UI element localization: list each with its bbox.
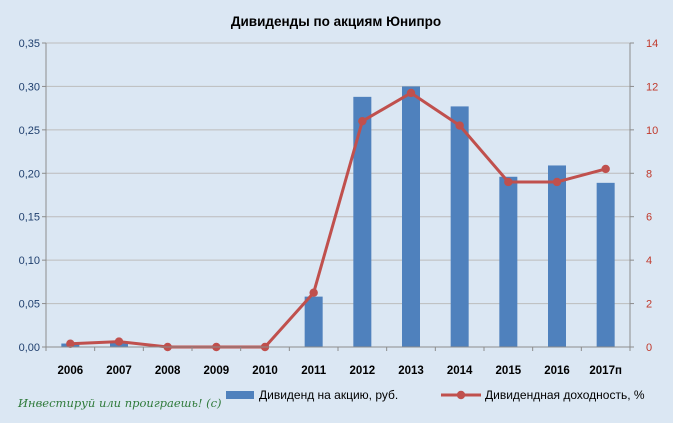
bar — [548, 165, 566, 347]
bar — [304, 296, 323, 347]
bar — [353, 96, 372, 347]
axes: 0,00 0,05 0,10 0,15 0,20 0,25 0,30 0,35 0 2 4 6 8 10 1… — [19, 38, 659, 377]
left-tick-label: 0,35 — [19, 38, 40, 50]
right-tick-label: 6 — [646, 212, 652, 224]
bar — [450, 106, 469, 347]
right-tick-label: 2 — [646, 299, 652, 311]
left-tick-label: 0,10 — [19, 255, 40, 267]
line-point — [504, 177, 513, 187]
x-tick-label: 2011 — [301, 365, 327, 377]
x-tick-label: 2008 — [155, 365, 181, 377]
gridlines — [46, 42, 630, 305]
x-tick-label: 2006 — [58, 365, 84, 377]
bar-series — [61, 86, 615, 347]
line-point — [601, 164, 610, 174]
line-point — [358, 116, 367, 126]
legend-swatch-marker — [456, 390, 466, 400]
chart-title: Дивиденды по акциям Юнипро — [231, 14, 441, 29]
left-tick-label: 0,20 — [19, 168, 40, 180]
left-tick-label: 0,00 — [19, 342, 40, 354]
x-tick-label: 2017п — [589, 365, 622, 377]
right-tick-label: 4 — [646, 255, 652, 267]
right-tick-label: 12 — [646, 81, 658, 93]
line-point — [114, 337, 124, 346]
x-tick-label: 2010 — [252, 365, 278, 377]
line-series — [66, 88, 610, 352]
x-tick-label: 2016 — [544, 365, 570, 377]
x-tick-label: 2015 — [496, 365, 522, 377]
left-tick-label: 0,05 — [19, 299, 40, 311]
left-tick-label: 0,30 — [19, 81, 40, 93]
right-tick-label: 10 — [646, 125, 658, 137]
bar — [402, 86, 420, 347]
line-point — [406, 88, 416, 98]
line-path — [70, 91, 607, 349]
bar — [499, 176, 518, 347]
left-tick-label: 0,25 — [19, 125, 40, 137]
x-tick-label: 2014 — [447, 365, 473, 377]
line-point — [66, 339, 75, 348]
left-tick-label: 0,15 — [19, 212, 40, 224]
right-tick-label: 8 — [646, 168, 652, 180]
legend-label-bar: Дивиденд на акцию, руб. — [259, 388, 398, 402]
right-tick-label: 14 — [646, 38, 658, 50]
x-tick-label: 2013 — [398, 365, 424, 377]
line-point — [455, 121, 464, 130]
x-tick-label: 2009 — [204, 365, 230, 377]
watermark-text: Инвестируй или проиграешь! (с) — [17, 396, 222, 410]
right-tick-label: 0 — [646, 342, 652, 354]
line-point — [552, 177, 562, 187]
legend-label-line: Дивидендная доходность, % — [485, 388, 645, 402]
legend-swatch-bar — [226, 391, 254, 399]
bar — [596, 182, 615, 347]
x-tick-label: 2012 — [350, 365, 376, 377]
x-tick-label: 2007 — [106, 365, 132, 377]
legend: Дивиденд на акцию, руб. Дивидендная доход… — [226, 388, 645, 402]
line-point — [309, 288, 318, 297]
